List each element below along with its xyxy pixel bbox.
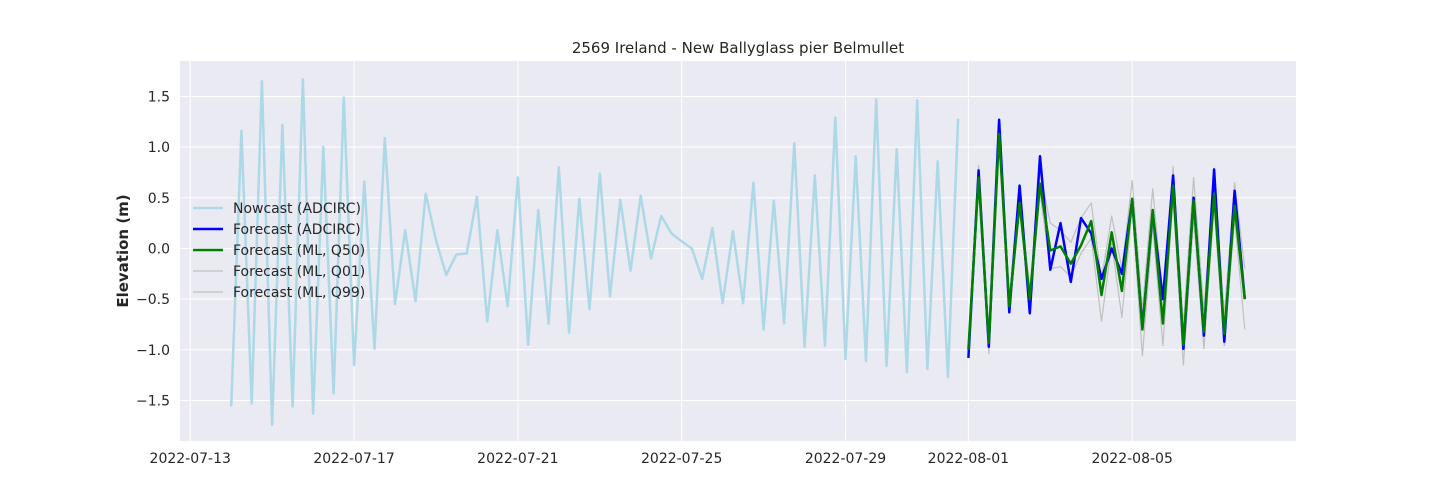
legend-label-ml-q99: Forecast (ML, Q99) <box>233 285 365 301</box>
y-tick-label: −1.5 <box>136 393 170 409</box>
x-tick-label: 2022-07-29 <box>805 451 886 467</box>
y-tick-label: 0.0 <box>148 241 170 257</box>
legend-label-forecast: Forecast (ADCIRC) <box>233 222 361 238</box>
y-tick-label: 1.0 <box>148 140 170 156</box>
series-line-nowcast <box>229 77 960 427</box>
series-line-ml-q50 <box>967 132 1247 350</box>
x-tick-label: 2022-08-05 <box>1091 451 1172 467</box>
y-axis-ticks: −1.5 −1.0 −0.5 0.0 0.5 1.0 1.5 <box>136 89 170 409</box>
y-tick-label: −1.0 <box>136 343 170 359</box>
legend: Nowcast (ADCIRC) Forecast (ADCIRC) Forecas… <box>193 201 365 301</box>
x-axis-ticks: 2022-07-13 2022-07-17 2022-07-21 2022-07-25… <box>150 451 1173 467</box>
legend-label-nowcast: Nowcast (ADCIRC) <box>233 201 361 217</box>
y-tick-label: 0.5 <box>148 191 170 207</box>
legend-label-ml-q50: Forecast (ML, Q50) <box>233 243 365 259</box>
x-tick-label: 2022-07-17 <box>313 451 394 467</box>
y-tick-label: −0.5 <box>136 292 170 308</box>
x-tick-label: 2022-08-01 <box>928 451 1009 467</box>
grid-lines <box>180 61 1296 441</box>
legend-label-ml-q01: Forecast (ML, Q01) <box>233 264 365 280</box>
x-tick-label: 2022-07-21 <box>477 451 558 467</box>
series-lines <box>229 77 1247 427</box>
chart-title: 2569 Ireland - New Ballyglass pier Belmu… <box>572 39 904 57</box>
x-tick-label: 2022-07-25 <box>641 451 722 467</box>
y-tick-label: 1.5 <box>148 89 170 105</box>
y-axis-label: Elevation (m) <box>114 194 132 307</box>
x-tick-label: 2022-07-13 <box>150 451 231 467</box>
